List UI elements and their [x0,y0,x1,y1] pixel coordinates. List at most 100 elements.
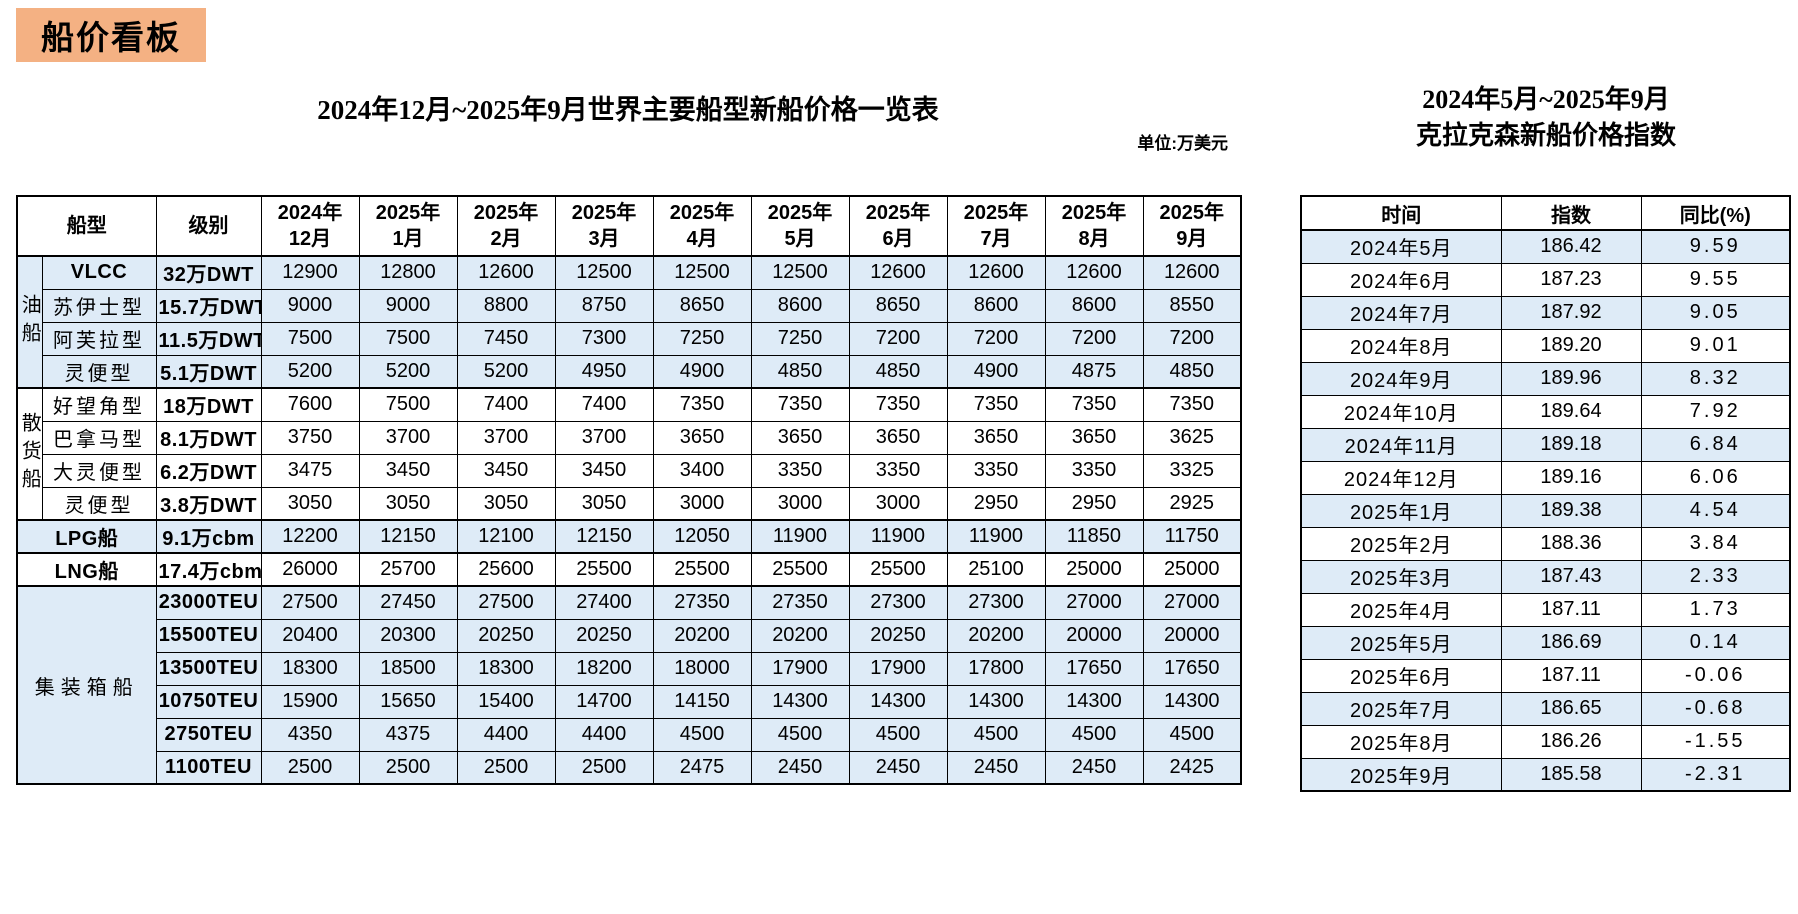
value-cell: 4500 [848,717,948,752]
value-cell: 2024年5月 [1300,229,1502,264]
value-cell: 189.96 [1500,361,1642,396]
value-cell: 20300 [358,618,458,653]
table-row: LPG船 9.1万cbm 12200 12150 12100 12150 12050 11… [16,519,1242,554]
value-cell: 187.23 [1500,262,1642,297]
value-cell: 4400 [554,717,654,752]
value-cell: 20200 [750,618,850,653]
ship-name-cell: 灵便型 [41,486,157,521]
value-cell: 2024年11月 [1300,427,1502,462]
value-cell: 20250 [848,618,948,653]
value-cell: 3650 [946,420,1046,455]
value-cell: 187.11 [1500,658,1642,693]
value-cell: 25500 [554,552,654,587]
value-cell: 12600 [946,255,1046,290]
value-cell: 9.59 [1640,229,1791,264]
month-header-cell: 2025年 6月 [848,195,948,257]
value-cell: 8600 [946,288,1046,323]
table-row: 2025年3月 187.43 2.33 [1300,559,1791,594]
value-cell: 27500 [456,585,556,620]
value-cell: 27450 [358,585,458,620]
table-row: 2025年7月 186.65 -0.68 [1300,691,1791,726]
value-cell: 27350 [750,585,850,620]
value-cell: 9000 [260,288,360,323]
value-cell: 4.54 [1640,493,1791,528]
value-cell: 2024年8月 [1300,328,1502,363]
table-row: 2025年2月 188.36 3.84 [1300,526,1791,561]
value-cell: 2450 [1044,750,1144,785]
value-cell: 11900 [946,519,1046,554]
value-cell: 3325 [1142,453,1242,488]
value-cell: 27000 [1142,585,1242,620]
ship-class-cell: 6.2万DWT [155,453,262,488]
value-cell: 2500 [358,750,458,785]
ship-class-cell: 9.1万cbm [155,519,262,554]
value-cell: 11900 [848,519,948,554]
value-cell: 25000 [1044,552,1144,587]
value-cell: 2500 [554,750,654,785]
value-cell: 2500 [260,750,360,785]
value-cell: 27500 [260,585,360,620]
month-header-cell: 2025年 4月 [652,195,752,257]
value-cell: 2024年12月 [1300,460,1502,495]
table-row: 2024年12月 189.16 6.06 [1300,460,1791,495]
price-table-title: 2024年12月~2025年9月世界主要船型新船价格一览表 [317,95,939,125]
value-cell: 5200 [358,354,458,389]
value-cell: 3700 [456,420,556,455]
value-cell: 18500 [358,651,458,686]
ship-class-cell: 15500TEU [155,618,262,653]
table-row: 13500TEU 18300 18500 18300 18200 18000 17900 1… [17,651,1242,686]
value-cell: 185.58 [1500,757,1642,792]
ship-name-cell: VLCC [41,255,157,290]
value-cell: 6.84 [1640,427,1791,462]
value-cell: 2024年6月 [1300,262,1502,297]
value-cell: 7400 [456,387,556,422]
class-header: 级别 [155,195,262,257]
table-row: 10750TEU 15900 15650 15400 14700 14150 14300 1… [17,684,1242,719]
value-cell: 18000 [652,651,752,686]
index-header: 指数 [1500,195,1642,231]
value-cell: 3350 [848,453,948,488]
value-cell: 27300 [848,585,948,620]
value-cell: 9.55 [1640,262,1791,297]
table-row: 2750TEU 4350 4375 4400 4400 4500 4500 4500 4500… [17,717,1242,752]
ship-class-cell: 17.4万cbm [155,552,262,587]
value-cell: 14700 [554,684,654,719]
value-cell: 4850 [848,354,948,389]
month-header-cell: 2024年 12月 [260,195,360,257]
value-cell: 27000 [1044,585,1144,620]
value-cell: 7250 [652,321,752,356]
value-cell: 9.05 [1640,295,1791,330]
value-cell: 4500 [750,717,850,752]
ship-class-cell: 10750TEU [155,684,262,719]
month-header-cell: 2025年 8月 [1044,195,1144,257]
value-cell: 7350 [750,387,850,422]
ship-name-cell: 大灵便型 [41,453,157,488]
value-cell: 189.64 [1500,394,1642,429]
value-cell: 189.18 [1500,427,1642,462]
value-cell: 3.84 [1640,526,1791,561]
value-cell: -0.68 [1640,691,1791,726]
month-header-cell: 2025年 9月 [1142,195,1242,257]
value-cell: 20000 [1142,618,1242,653]
value-cell: 7600 [260,387,360,422]
value-cell: 2500 [456,750,556,785]
value-cell: 12600 [456,255,556,290]
value-cell: 7450 [456,321,556,356]
value-cell: 7350 [946,387,1046,422]
value-cell: 189.20 [1500,328,1642,363]
value-cell: 3000 [750,486,850,521]
value-cell: 0.14 [1640,625,1791,660]
value-cell: 3650 [750,420,850,455]
value-cell: 3000 [848,486,948,521]
value-cell: 20000 [1044,618,1144,653]
value-cell: 4500 [1142,717,1242,752]
value-cell: 189.38 [1500,493,1642,528]
table-row: 阿芙拉型 11.5万DWT 7500 7500 7450 7300 7250 7250 72… [17,321,1242,356]
value-cell: 186.69 [1500,625,1642,660]
table-row: 2024年9月 189.96 8.32 [1300,361,1791,396]
value-cell: 4900 [652,354,752,389]
ship-class-cell: 32万DWT [155,255,262,290]
value-cell: 7350 [1044,387,1144,422]
table-row: 大灵便型 6.2万DWT 3475 3450 3450 3450 3400 3350 335… [17,453,1242,488]
value-cell: 14300 [848,684,948,719]
